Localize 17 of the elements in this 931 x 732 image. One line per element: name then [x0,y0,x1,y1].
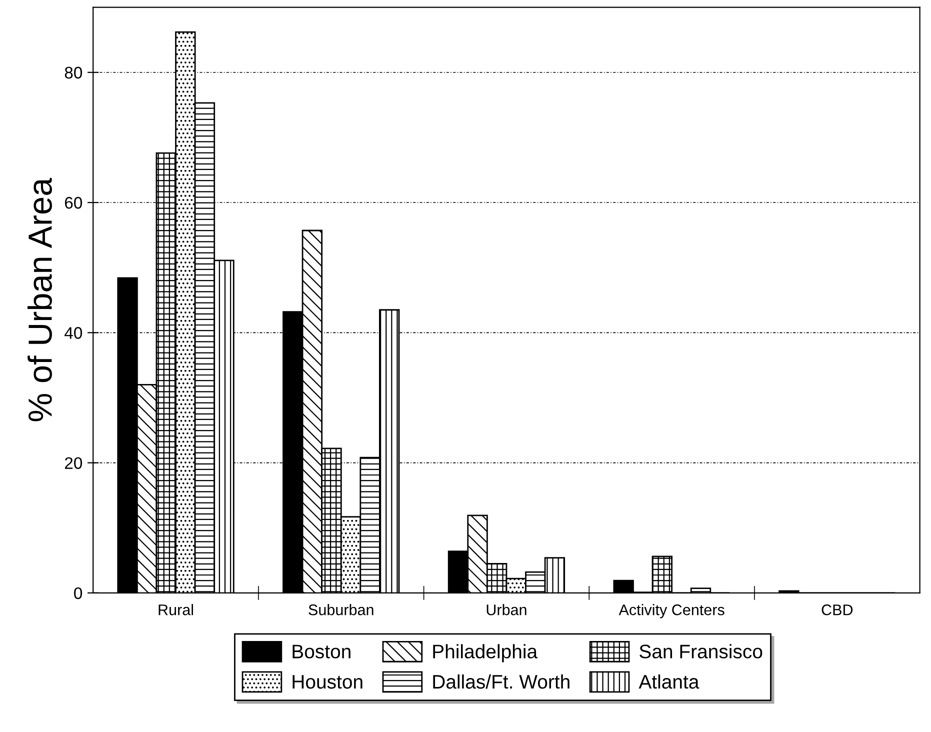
legend-label: Philadelphia [433,644,538,662]
y-tick-label: 60 [64,196,82,209]
y-tick-label: 0 [74,587,82,600]
legend-label: Dallas/Ft. Worth [433,674,570,689]
y-tick-label: 80 [64,66,82,79]
x-tick-label: Rural [158,604,194,616]
x-tick-label: Urban [486,604,526,616]
y-tick-label: 20 [64,457,82,469]
y-tick-label: 40 [64,327,82,339]
x-tick-label: Suburban [308,604,374,616]
legend-label: Boston [292,644,350,658]
x-tick-label: CBD [822,604,853,616]
x-tick-label: Activity Centers [618,604,724,618]
y-axis-title: % of Urban Area [28,178,52,422]
legend-label: San Fransisco [640,644,762,658]
legend-label: Atlanta [638,674,700,689]
legend-label: Houston [292,675,362,689]
